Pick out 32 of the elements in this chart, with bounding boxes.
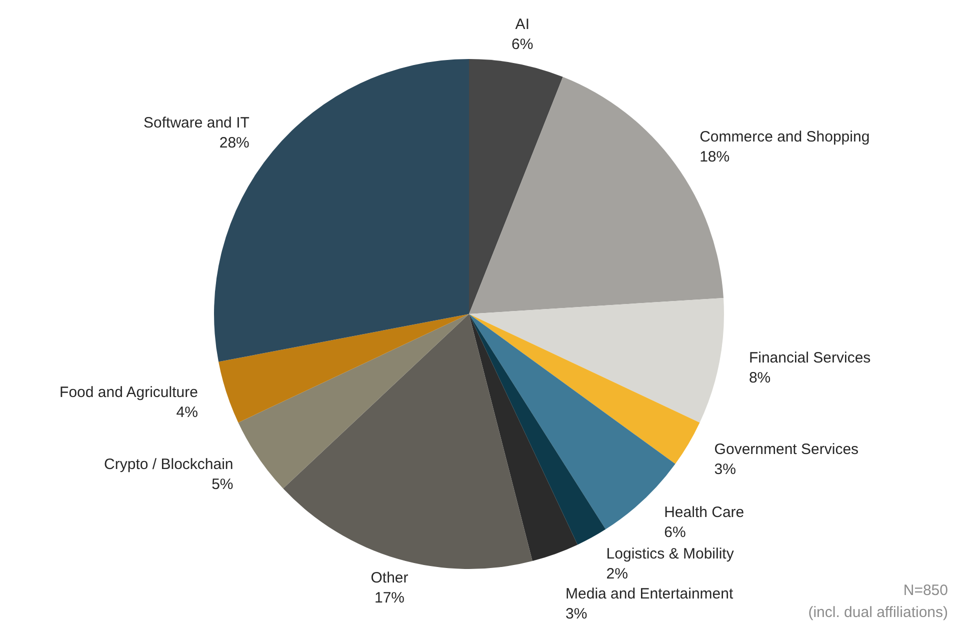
data-label: 3% bbox=[714, 461, 736, 478]
slice-label: Food and Agriculture bbox=[60, 384, 198, 402]
slice-label: Other bbox=[370, 570, 408, 587]
slice-label: Media and Entertainment bbox=[566, 586, 734, 603]
pie-slice bbox=[469, 314, 700, 464]
pie-slice bbox=[238, 314, 469, 489]
text: (incl. dual affiliations) bbox=[808, 603, 948, 623]
slice-label: Health Care bbox=[664, 504, 744, 521]
data-label: 28% bbox=[219, 134, 250, 152]
slice-label: Financial Services bbox=[748, 349, 871, 366]
data-label: 8% bbox=[748, 369, 771, 386]
pie-slice bbox=[469, 314, 578, 561]
slice-label: Logistics & Mobility bbox=[606, 546, 734, 563]
data-label: 17% bbox=[374, 590, 405, 607]
data-label: 6% bbox=[512, 36, 534, 54]
pie-slice bbox=[218, 314, 469, 423]
slice-label: Government Services bbox=[714, 441, 859, 458]
data-label: 5% bbox=[212, 476, 234, 494]
data-label: 6% bbox=[664, 524, 686, 541]
text: N=850 bbox=[902, 581, 948, 601]
pie-slice bbox=[469, 314, 606, 545]
slice-label: Software and IT bbox=[144, 114, 250, 132]
slice-label: Crypto / Blockchain bbox=[104, 456, 234, 474]
pie-slice bbox=[283, 314, 532, 569]
pie-slice bbox=[469, 298, 724, 423]
data-label: 18% bbox=[700, 148, 730, 166]
slice-label: Commerce and Shopping bbox=[700, 128, 870, 146]
slice-label: AI bbox=[515, 16, 530, 34]
data-label: 2% bbox=[606, 566, 628, 583]
pie-slice bbox=[469, 59, 563, 314]
data-label: 3% bbox=[566, 606, 588, 623]
data-label: 4% bbox=[176, 404, 198, 422]
